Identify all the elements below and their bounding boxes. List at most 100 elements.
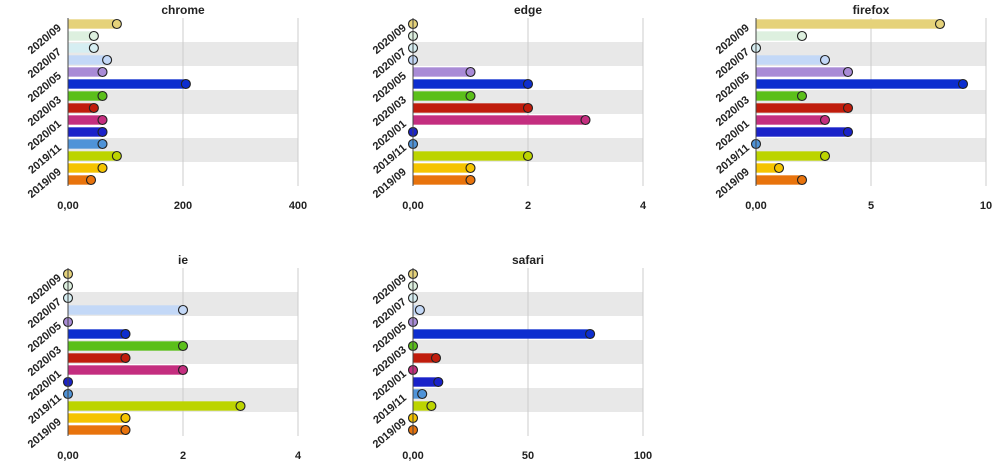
bar-2020/01	[413, 115, 586, 125]
x-tick-label: 10	[980, 200, 992, 212]
bar-2020/02	[413, 353, 436, 363]
bar-2020/03	[68, 341, 183, 351]
x-tick-label: 5	[868, 200, 874, 212]
bar-end-marker-2020/02	[88, 102, 99, 114]
bar-2020/01	[756, 115, 825, 125]
bar-end-marker-2020/06	[819, 54, 831, 66]
bar-2019/12	[756, 127, 848, 137]
bar-end-marker-2020/04	[585, 328, 596, 340]
bar-end-marker-2020/08	[796, 30, 808, 42]
bar-end-marker-2020/02	[522, 102, 534, 114]
x-tick-label: 100	[634, 450, 652, 462]
bar-2019/08	[68, 425, 126, 435]
bar-end-marker-2020/03	[177, 340, 189, 352]
x-tick-label: 0,00	[57, 450, 78, 462]
bar-2019/08	[756, 175, 802, 185]
bar-2020/07	[68, 43, 94, 53]
x-tick-label: 2	[525, 200, 531, 212]
bar-end-marker-2019/09	[97, 162, 108, 174]
panel-title: ie	[178, 253, 188, 267]
bar-2020/02	[68, 353, 126, 363]
bar-2019/09	[413, 163, 471, 173]
bar-end-marker-2020/03	[465, 90, 476, 102]
x-tick-label: 4	[295, 450, 302, 462]
bar-2019/09	[68, 163, 103, 173]
x-tick-label: 0,00	[57, 200, 78, 212]
bar-2020/03	[756, 91, 802, 101]
bar-2020/03	[413, 91, 471, 101]
panel-title: edge	[514, 3, 542, 17]
bar-end-marker-2020/04	[180, 78, 191, 90]
bar-2019/08	[68, 175, 91, 185]
bar-2020/03	[68, 91, 103, 101]
bar-end-marker-2020/04	[522, 78, 534, 90]
x-tick-label: 0,00	[745, 200, 766, 212]
bar-2019/10	[413, 401, 432, 411]
panel-title: firefox	[853, 3, 890, 17]
bar-2020/08	[68, 31, 94, 41]
bar-end-marker-2020/09	[934, 18, 946, 30]
bar-2020/01	[68, 365, 183, 375]
x-tick-label: 2	[180, 450, 186, 462]
bar-2019/10	[413, 151, 528, 161]
bar-2020/04	[413, 329, 591, 339]
bar-end-marker-2020/03	[97, 90, 108, 102]
bar-end-marker-2020/06	[414, 304, 425, 316]
bar-2019/11	[68, 139, 103, 149]
bar-2019/10	[68, 401, 241, 411]
x-tick-label: 50	[522, 450, 534, 462]
bar-2019/10	[68, 151, 117, 161]
bar-2020/01	[68, 115, 103, 125]
bar-2019/10	[756, 151, 825, 161]
bar-end-marker-2019/10	[235, 400, 246, 412]
bar-end-marker-2020/01	[97, 114, 108, 126]
bar-end-marker-2019/08	[796, 174, 808, 186]
bar-2019/09	[68, 413, 126, 423]
bar-2019/12	[413, 377, 439, 387]
panel-title: safari	[512, 253, 544, 267]
x-tick-label: 4	[640, 200, 647, 212]
bar-2020/05	[68, 67, 103, 77]
bar-end-marker-2020/08	[88, 30, 99, 42]
bar-end-marker-2020/09	[111, 18, 122, 30]
bar-end-marker-2019/09	[773, 162, 785, 174]
bar-2020/06	[756, 55, 825, 65]
bar-2020/09	[68, 19, 117, 29]
bar-end-marker-2019/09	[120, 412, 131, 424]
bar-2020/04	[68, 329, 126, 339]
bar-end-marker-2019/10	[522, 150, 534, 162]
bar-2020/06	[68, 305, 183, 315]
panel-ie: ie0,00 2 42020/092020/072020/052020/032020…	[26, 253, 302, 462]
bar-end-marker-2020/02	[842, 102, 854, 114]
bar-end-marker-2020/02	[430, 352, 442, 364]
bar-end-marker-2020/02	[120, 352, 131, 364]
bar-2020/06	[68, 55, 108, 65]
bar-end-marker-2019/12	[842, 126, 854, 138]
bar-end-marker-2020/06	[102, 54, 113, 66]
x-tick-label: 200	[174, 200, 192, 212]
bar-end-marker-2020/03	[796, 90, 808, 102]
bar-end-marker-2019/12	[433, 376, 444, 388]
bar-2020/02	[68, 103, 94, 113]
bar-end-marker-2019/08	[120, 424, 131, 436]
bar-end-marker-2019/10	[819, 150, 831, 162]
bar-end-marker-2020/01	[580, 114, 591, 126]
bar-2019/08	[413, 175, 471, 185]
bar-2019/09	[756, 163, 779, 173]
bar-2020/04	[756, 79, 963, 89]
bar-2019/12	[68, 127, 103, 137]
bar-2020/05	[756, 67, 848, 77]
bar-end-marker-2020/05	[842, 66, 854, 78]
bar-end-marker-2019/11	[97, 138, 108, 150]
panel-title: chrome	[161, 3, 205, 17]
bar-2020/05	[413, 67, 471, 77]
bar-2020/02	[413, 103, 528, 113]
bar-end-marker-2019/11	[417, 388, 428, 400]
bar-end-marker-2020/01	[819, 114, 831, 126]
bar-2020/04	[68, 79, 186, 89]
bar-2020/04	[413, 79, 528, 89]
bar-2020/02	[756, 103, 848, 113]
